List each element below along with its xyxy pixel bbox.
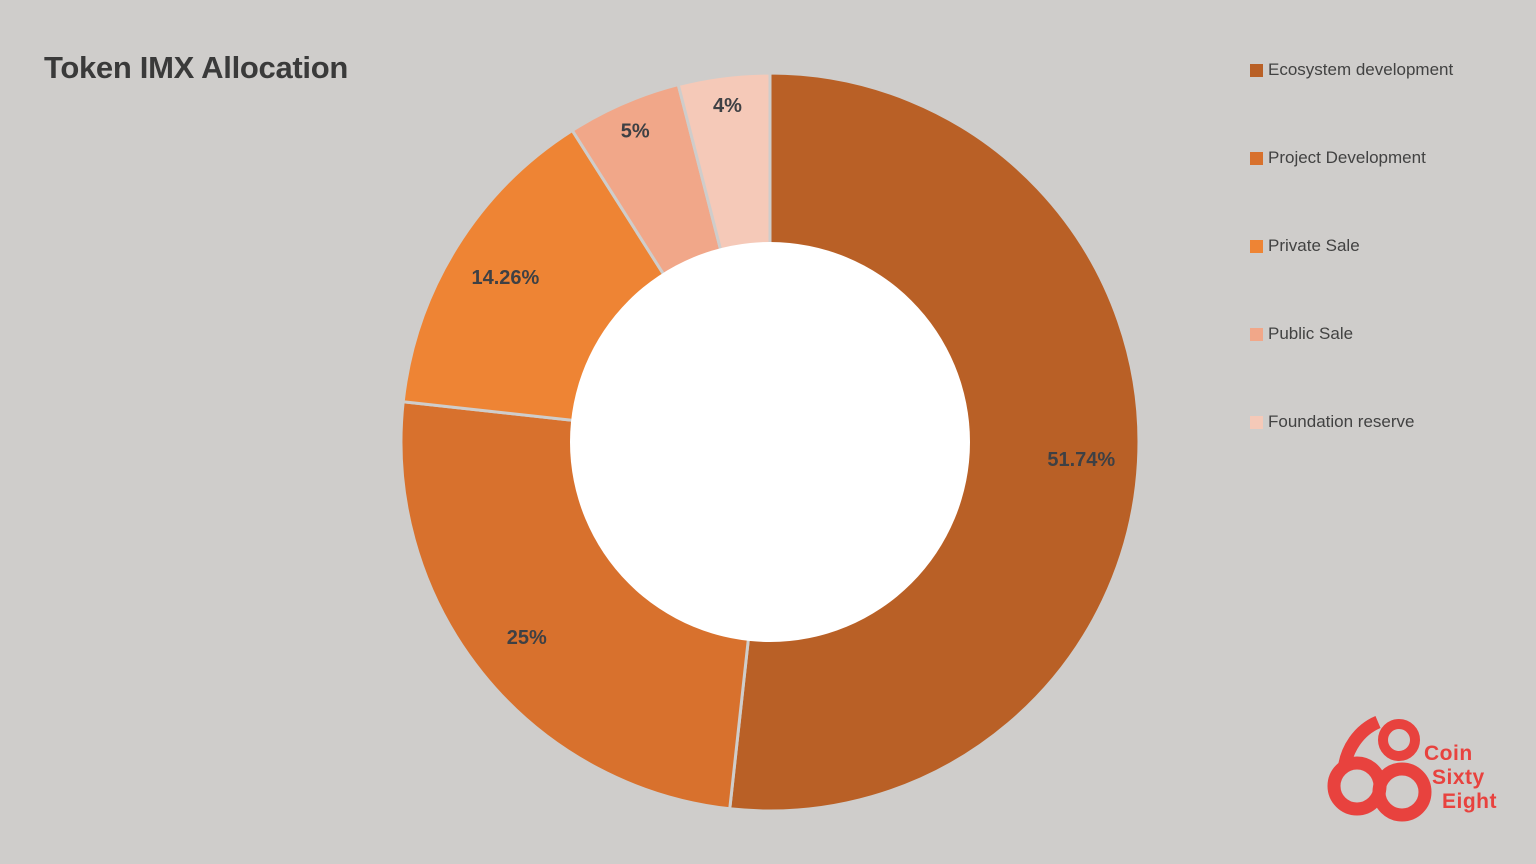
legend-item-foundation-reserve: Foundation reserve (1250, 412, 1453, 432)
coin68-logo: Coin Sixty Eight (1326, 706, 1536, 832)
slice-label-ecosystem-development: 51.74% (1047, 449, 1115, 471)
legend-label: Private Sale (1268, 236, 1360, 255)
logo-word-eight: Eight (1442, 790, 1497, 813)
legend-label: Ecosystem development (1268, 60, 1454, 79)
legend-swatch-private-sale (1250, 239, 1263, 253)
legend-label: Project Development (1268, 148, 1426, 167)
legend-swatch-ecosystem-development (1250, 63, 1263, 77)
slice-label-private-sale: 14.26% (471, 267, 539, 289)
legend-item-project-development: Project Development (1250, 148, 1453, 168)
logo-six-bowl (1327, 756, 1387, 816)
legend-item-public-sale: Public Sale (1250, 324, 1453, 344)
slice-label-foundation-reserve: 4% (713, 95, 742, 117)
logo-word-sixty: Sixty (1432, 766, 1485, 789)
page-title: Token IMX Allocation (44, 50, 349, 85)
legend-label: Foundation reserve (1268, 412, 1415, 431)
slice-label-public-sale: 5% (621, 120, 650, 142)
legend-item-ecosystem-development: Ecosystem development (1250, 60, 1453, 80)
legend-swatch-project-development (1250, 151, 1263, 165)
legend-item-private-sale: Private Sale (1250, 236, 1453, 256)
legend-label: Public Sale (1268, 324, 1354, 343)
logo-eight-bottom-ring (1372, 762, 1432, 822)
logo-word-coin: Coin (1424, 742, 1473, 765)
slice-label-project-development: 25% (507, 627, 547, 649)
legend-swatch-public-sale (1250, 327, 1263, 341)
donut-hole (570, 242, 970, 642)
legend-swatch-foundation-reserve (1250, 415, 1263, 429)
coin68-logo-mark: Coin Sixty Eight (1327, 716, 1497, 822)
logo-eight-top-ring (1378, 719, 1420, 761)
legend: Ecosystem development Project Developmen… (1250, 60, 1453, 500)
